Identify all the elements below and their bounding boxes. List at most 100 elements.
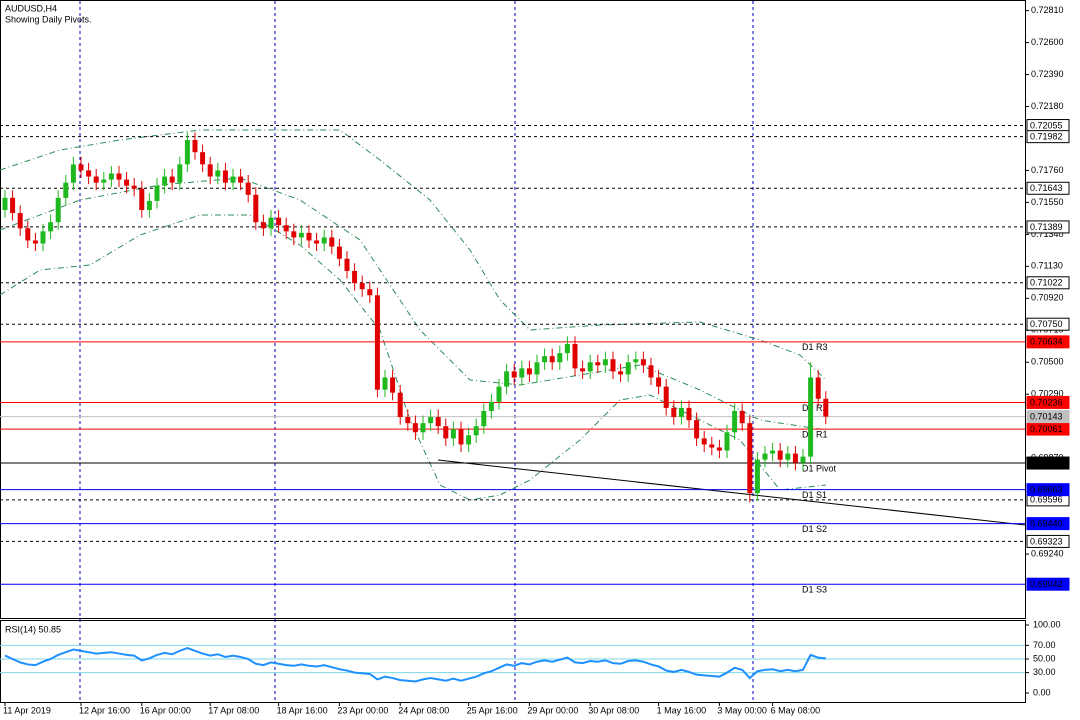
candle-body: [17, 213, 23, 229]
candle-body: [701, 438, 707, 445]
candle-body: [245, 182, 251, 195]
candle-body: [777, 450, 783, 460]
price-box-label: 0.70750: [1030, 319, 1063, 329]
candle-body: [656, 377, 662, 387]
candle-body: [443, 426, 449, 439]
candle-body: [739, 410, 745, 424]
rsi-tick-label: 30.00: [1033, 667, 1056, 677]
price-box-label: 0.69663: [1030, 485, 1063, 495]
candle-body: [762, 453, 768, 460]
candle-body: [595, 362, 601, 366]
price-box-label: 0.70236: [1030, 397, 1063, 407]
y-tick-label: 0.72390: [1031, 69, 1064, 79]
candle-body: [716, 447, 722, 451]
price-box: [1026, 220, 1070, 234]
candle-body: [298, 232, 304, 238]
candle-body: [93, 176, 99, 183]
candle-body: [732, 410, 738, 433]
candle-body: [329, 237, 335, 247]
candle-body: [526, 368, 532, 375]
candle-body: [2, 197, 8, 211]
rsi-label: RSI(14) 50.85: [5, 624, 61, 634]
candle-body: [222, 170, 228, 183]
x-tick-label: 25 Apr 16:00: [467, 705, 518, 715]
candle-body: [25, 228, 31, 241]
candle-body: [200, 152, 206, 165]
x-tick-label: 12 Apr 16:00: [79, 705, 130, 715]
price-box: [1026, 181, 1070, 195]
candle-body: [374, 295, 380, 390]
candle-body: [792, 453, 798, 463]
y-tick-label: 0.70500: [1031, 357, 1064, 367]
price-box-label: 0.72055: [1030, 120, 1063, 130]
y-tick-label: 0.71130: [1031, 261, 1063, 271]
price-box-label: 0.69323: [1030, 536, 1063, 546]
y-tick-label: 0.72180: [1031, 101, 1064, 111]
x-tick-label: 11 Apr 2019: [3, 705, 51, 715]
candle-body: [754, 459, 760, 494]
candle-body: [86, 170, 92, 177]
candle-body: [557, 353, 563, 363]
candle-body: [671, 407, 677, 418]
price-box: [1026, 577, 1070, 591]
candle-body: [663, 386, 669, 408]
candle-body: [473, 426, 479, 436]
candle-body: [124, 179, 130, 186]
candle-body: [207, 164, 213, 177]
candle-body: [542, 356, 548, 363]
bollinger-bands: [0, 129, 827, 501]
candle-body: [344, 258, 350, 271]
candle-body: [633, 359, 639, 363]
candle-body: [428, 417, 434, 424]
candle-body: [268, 217, 274, 229]
price-box: [1026, 534, 1070, 548]
candle-body: [139, 188, 145, 211]
candle-body: [116, 173, 122, 180]
candle-body: [412, 423, 418, 433]
pivot-name: D1 R3: [802, 342, 828, 352]
price-box-label: 0.71982: [1030, 132, 1063, 142]
x-tick-label: 24 Apr 08:00: [398, 705, 449, 715]
price-box-label: 0.70143: [1030, 411, 1063, 421]
candle-body: [602, 359, 608, 366]
pivot-name: D1 S1: [802, 490, 827, 500]
x-tick-label: 1 May 16:00: [657, 705, 707, 715]
y-tick-label: 0.72810: [1031, 5, 1064, 15]
candle-body: [458, 429, 464, 445]
candle-body: [70, 164, 76, 183]
candle-body: [352, 270, 358, 284]
candle-body: [382, 377, 388, 390]
pivot-name: D1 S2: [802, 524, 827, 534]
y-tick-label: 0.71340: [1031, 229, 1064, 239]
candle-body: [496, 386, 502, 402]
candle-body: [306, 232, 312, 241]
candle-body: [450, 429, 456, 439]
candle-body: [101, 179, 107, 183]
candle-body: [131, 185, 137, 189]
candle-body: [336, 246, 342, 259]
price-box: [1026, 130, 1070, 144]
candle-body: [770, 450, 776, 454]
candle-body: [694, 420, 700, 439]
candle-body: [405, 417, 411, 424]
candle-body: [215, 170, 221, 177]
candle-body: [618, 371, 624, 375]
pivot-name: D1 Pivot: [802, 463, 837, 473]
rsi-frame: [0, 620, 1026, 703]
y-tick-label: 0.72600: [1031, 37, 1064, 47]
candle-body: [420, 423, 426, 433]
price-box-label: 0.70634: [1030, 337, 1063, 347]
candle-body: [466, 435, 472, 445]
candle-body: [184, 140, 190, 165]
price-box-label: 0.69042: [1030, 579, 1063, 589]
pivot-name: D1 S3: [802, 585, 827, 595]
price-box: [1026, 276, 1070, 290]
y-tick-label: 0.70920: [1031, 293, 1064, 303]
candle-body: [488, 401, 494, 411]
price-box-label: 0.70061: [1030, 424, 1063, 434]
candle-body: [747, 423, 753, 494]
candle-body: [314, 240, 320, 244]
candle-body: [625, 362, 631, 375]
y-tick-label: 0.71760: [1031, 165, 1064, 175]
